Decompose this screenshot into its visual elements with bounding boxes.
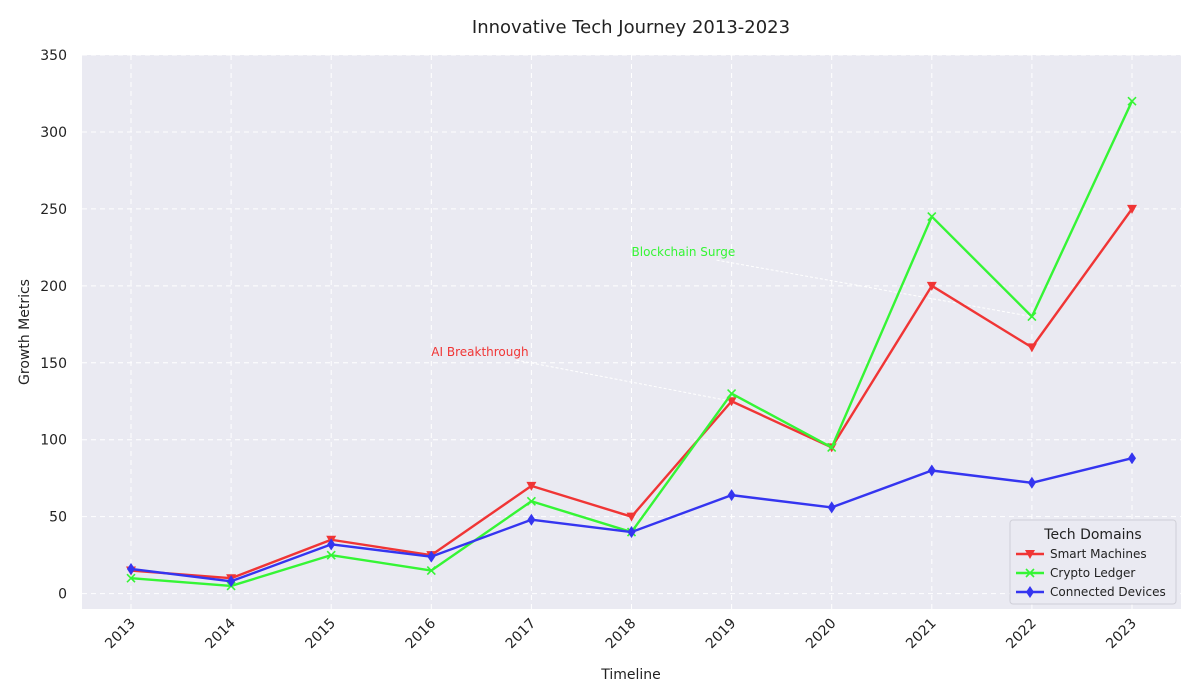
legend-marker [1025,568,1035,578]
legend: Tech Domains Smart Machines Crypto Ledger C… [1009,519,1177,605]
x-tick-label: 2023 [1103,616,1140,653]
data-point [726,397,737,407]
y-axis-ticks: 0 50 100 150 200 250 300 350 [40,48,67,603]
data-point [326,550,336,560]
legend-label: Connected Devices [1050,585,1166,599]
series-connected-devices [127,452,1136,588]
data-point [526,481,537,491]
legend-item: Connected Devices [1016,585,1166,599]
data-point [1127,204,1137,214]
data-point [426,565,436,576]
x-tick-label: 2014 [202,615,239,652]
legend-label: Crypto Ledger [1050,566,1135,580]
y-tick-label: 250 [40,202,67,218]
x-tick-label: 2022 [1003,616,1040,653]
y-tick-label: 300 [40,125,67,141]
data-point [926,281,937,291]
y-tick-label: 100 [40,433,67,449]
data-point [927,212,937,222]
data-point [727,388,737,399]
marker-stroke [526,496,536,506]
annotation-arrow [516,359,732,402]
annotation-arrow [716,259,1032,318]
data-point [127,562,135,575]
data-point [327,538,336,551]
data-point [1128,452,1136,465]
x-tick-label: 2016 [403,615,440,652]
y-tick-label: 200 [40,279,67,295]
data-point [1027,312,1037,322]
x-tick-label: 2021 [903,616,940,653]
x-tick-label: 2015 [303,616,340,653]
legend-item: Smart Machines [1016,547,1147,561]
marker-stroke [727,388,737,399]
data-point [1027,476,1036,489]
marker-stroke [1027,312,1037,322]
x-tick-label: 2019 [703,616,740,653]
x-tick-label: 2017 [503,616,540,653]
legend-title: Tech Domains [1043,527,1141,543]
y-tick-label: 0 [58,587,67,603]
x-axis-label: Timeline [600,667,661,683]
marker-stroke [827,442,837,452]
data-point [626,512,637,522]
marker-stroke [1025,568,1035,578]
gridlines [82,54,1181,609]
legend-marker [1026,586,1034,598]
legend-label: Smart Machines [1050,547,1147,561]
legend-box [1009,519,1177,605]
x-tick-label: 2020 [803,616,840,653]
annotation-label: AI Breakthrough [431,345,528,359]
series-layer [126,96,1137,591]
chart-title: Innovative Tech Journey 2013-2023 [472,17,790,38]
legend-marker [1025,550,1035,559]
marker-stroke [927,212,937,222]
data-point [827,501,836,514]
marker-stroke [1127,96,1137,106]
data-point [927,464,936,477]
data-point [126,573,136,583]
y-axis-label: Growth Metrics [17,279,33,385]
data-point [827,442,837,452]
y-tick-label: 150 [40,356,67,372]
data-point [527,513,536,526]
data-point [427,550,436,563]
data-point [627,526,636,539]
data-point [727,489,736,502]
x-axis-ticks: 2013 2014 2015 2016 2017 2018 2019 2020 2021 2022… [102,615,1140,652]
annotation-label: Blockchain Surge [632,245,736,259]
marker-stroke [126,573,136,583]
data-point [1127,96,1137,106]
y-tick-label: 350 [40,48,67,64]
y-tick-label: 50 [49,510,67,526]
legend-item: Crypto Ledger [1016,566,1135,580]
x-tick-label: 2013 [102,616,139,653]
data-point [526,496,536,506]
annotations: AI Breakthrough Blockchain Surge [431,245,1032,402]
data-point [227,575,236,588]
data-point [1026,343,1037,353]
marker-stroke [426,565,436,576]
x-tick-label: 2018 [603,616,640,653]
marker-stroke [326,550,336,560]
